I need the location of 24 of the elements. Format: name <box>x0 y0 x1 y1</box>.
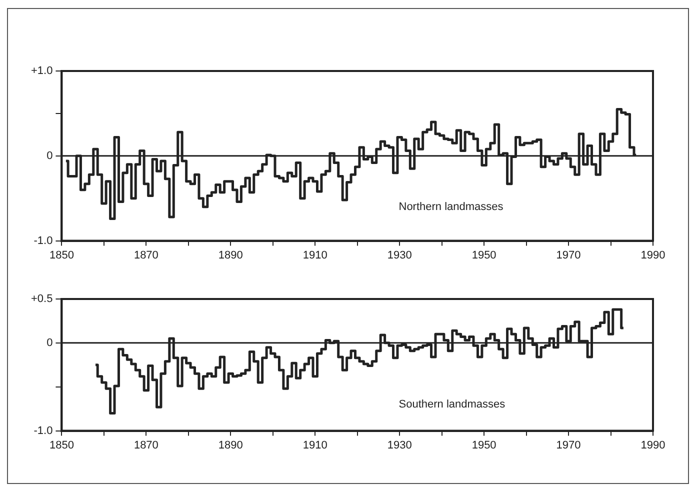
x-tick-label: 1850 <box>49 249 74 262</box>
x-tick-label: 1950 <box>472 249 496 262</box>
x-tick-label: 1870 <box>134 439 158 452</box>
y-tick-label: 0 <box>46 150 53 162</box>
x-tick-label: 1850 <box>49 439 74 452</box>
x-tick-label: 1930 <box>387 249 412 262</box>
x-tick-label: 1910 <box>302 439 328 452</box>
x-tick-label: 1970 <box>556 439 581 452</box>
x-tick-label: 1870 <box>134 249 158 262</box>
y-tick-label: +1.0 <box>30 65 53 78</box>
x-tick-label: 1990 <box>640 439 666 452</box>
y-tick-label: 0 <box>46 336 53 349</box>
x-tick-label: 1890 <box>218 249 243 262</box>
x-tick-label: 1910 <box>302 249 328 262</box>
y-tick-label: -1.0 <box>34 234 53 247</box>
annotation: Southern landmasses <box>398 398 506 410</box>
x-tick-label: 1970 <box>556 249 581 262</box>
x-tick-label: 1890 <box>218 439 243 452</box>
y-tick-label: -1.0 <box>34 424 53 437</box>
x-tick-label: 1990 <box>640 249 666 262</box>
x-tick-label: 1930 <box>387 439 412 452</box>
annotation: Northern landmasses <box>398 200 504 213</box>
x-tick-label: 1950 <box>472 439 496 452</box>
y-tick-label: +0.5 <box>30 293 53 306</box>
